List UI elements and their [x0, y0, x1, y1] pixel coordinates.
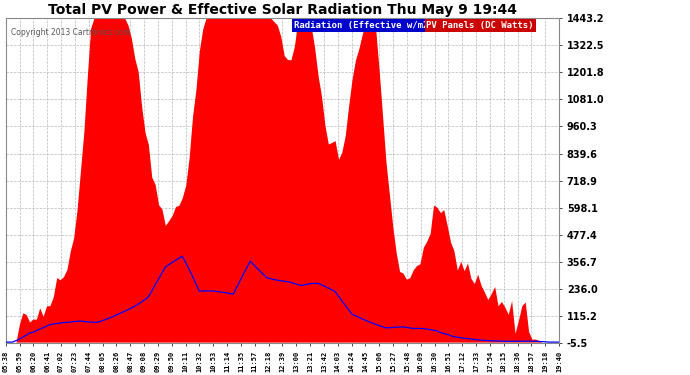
- Text: Radiation (Effective w/m2): Radiation (Effective w/m2): [293, 21, 433, 30]
- Title: Total PV Power & Effective Solar Radiation Thu May 9 19:44: Total PV Power & Effective Solar Radiati…: [48, 3, 517, 17]
- Text: PV Panels (DC Watts): PV Panels (DC Watts): [426, 21, 534, 30]
- Text: Copyright 2013 Cartronics.com: Copyright 2013 Cartronics.com: [11, 28, 131, 37]
